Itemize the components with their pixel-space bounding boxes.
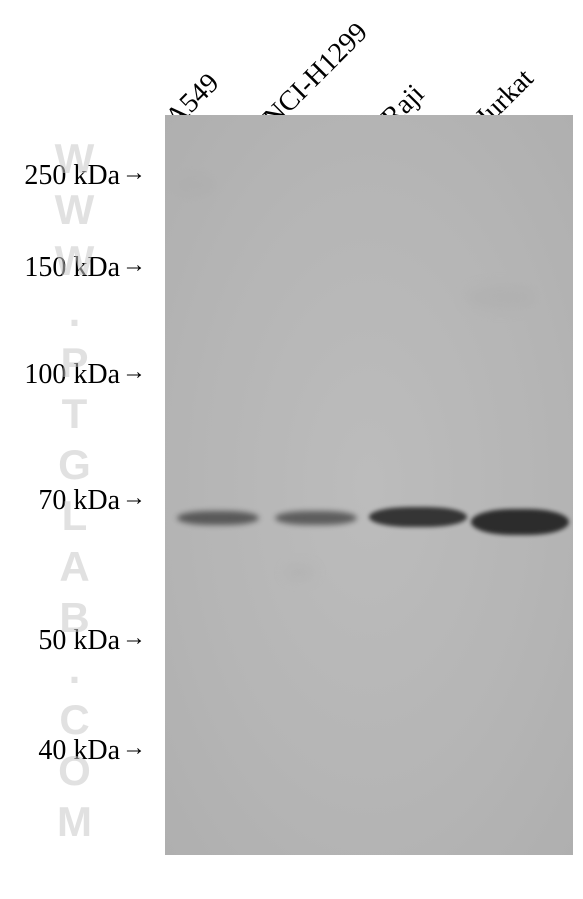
marker-40-text: 40 kDa [38,735,120,766]
marker-100: 100 kDa [8,359,120,391]
marker-40-arrow-icon: → [122,735,146,762]
band-raji [369,507,467,527]
marker-40: 40 kDa [23,735,120,767]
marker-250: 250 kDa [8,160,120,192]
blot-smudge [285,565,315,580]
blot-background [165,115,573,855]
marker-150-text: 150 kDa [24,252,120,283]
marker-50: 50 kDa [23,625,120,657]
marker-70-arrow-icon: → [122,485,146,512]
blot-smudge [175,175,215,195]
band-nci-h1299 [275,511,357,525]
blot-membrane [165,115,573,855]
band-a549 [177,511,259,525]
marker-50-arrow-icon: → [122,625,146,652]
marker-50-text: 50 kDa [38,625,120,656]
marker-250-text: 250 kDa [24,160,120,191]
band-jurkat [471,509,569,535]
marker-150-arrow-icon: → [122,252,146,279]
marker-250-arrow-icon: → [122,160,146,187]
blot-smudge [465,285,535,310]
marker-70: 70 kDa [23,485,120,517]
marker-150: 150 kDa [8,252,120,284]
marker-100-text: 100 kDa [24,359,120,390]
figure-container: A549 NCI-H1299 Raji Jurkat 250 kDa → 150… [0,0,583,899]
marker-100-arrow-icon: → [122,359,146,386]
marker-70-text: 70 kDa [38,485,120,516]
